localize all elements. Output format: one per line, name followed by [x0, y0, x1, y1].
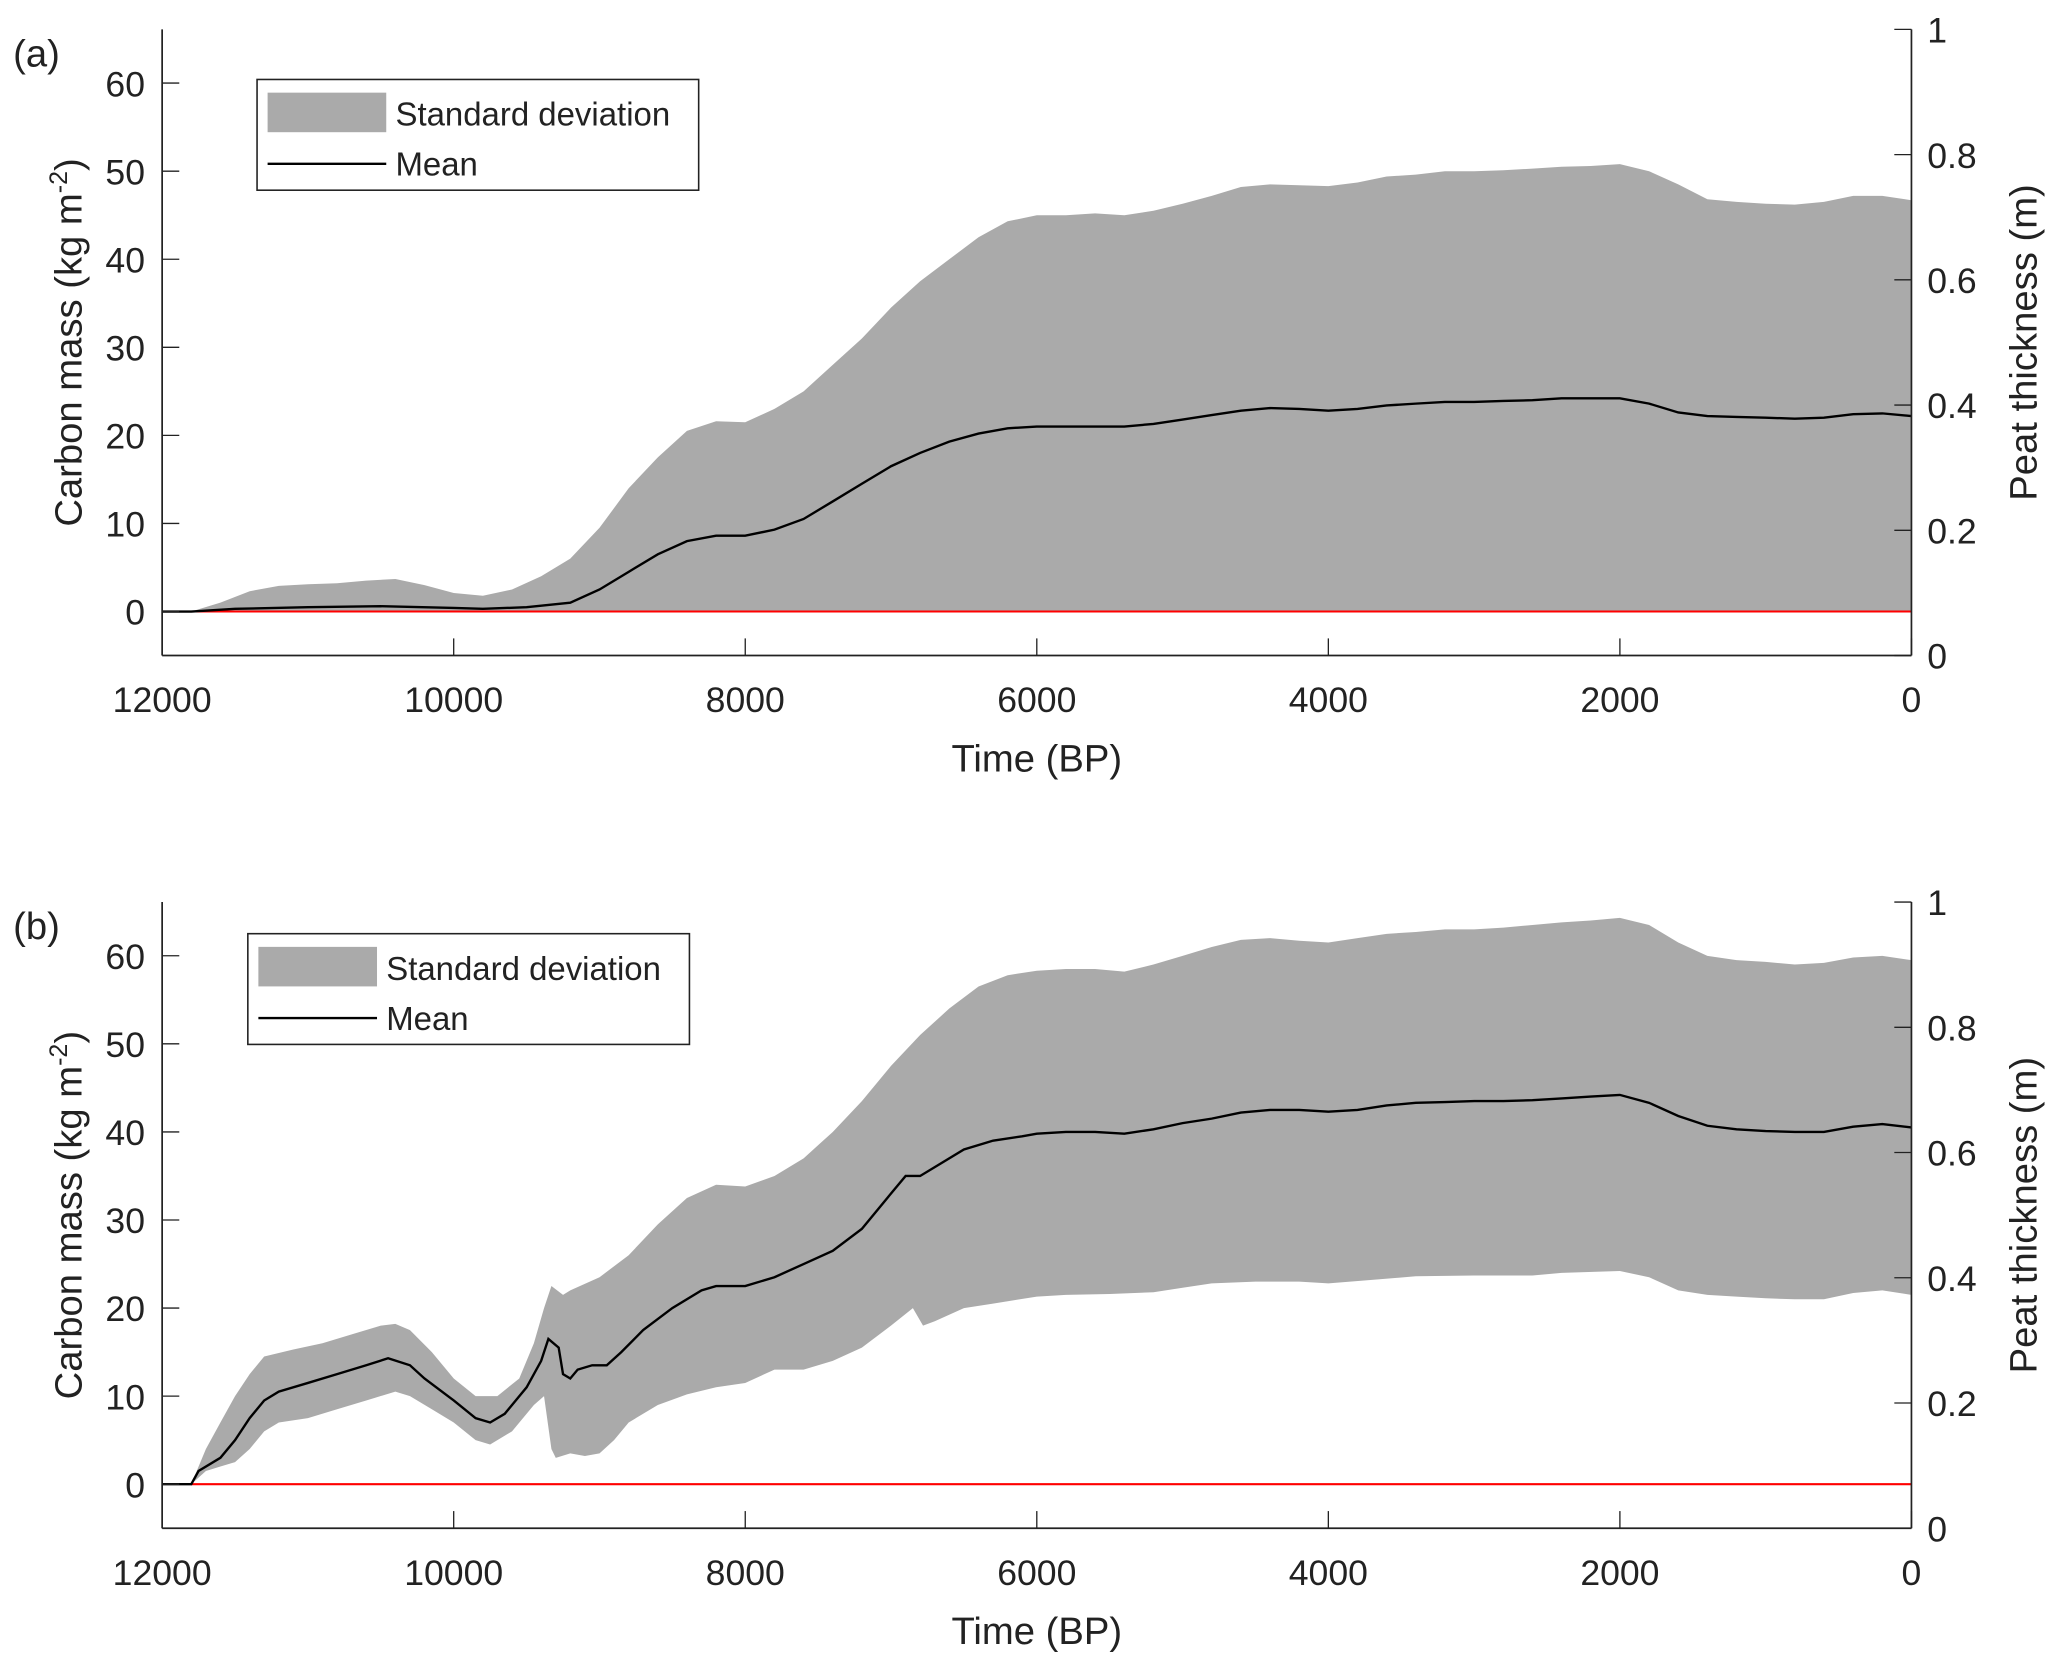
legend-label-std: Standard deviation	[395, 96, 670, 133]
x-tick-label: 10000	[404, 680, 503, 720]
x-tick-label: 8000	[706, 680, 785, 720]
mean-line	[162, 397, 1912, 613]
x-tick-label: 0	[1902, 1553, 1922, 1593]
legend: Standard deviation Mean	[256, 78, 700, 191]
y2-tick-label: 0.4	[1927, 1259, 1976, 1299]
y-tick-label: 60	[105, 937, 145, 977]
panel-label: (a)	[13, 32, 60, 75]
mean-line	[162, 1093, 1912, 1486]
x-tick-label: 2000	[1580, 680, 1659, 720]
y-tick-label: 10	[105, 505, 145, 545]
y-tick-label: 20	[105, 1289, 145, 1329]
y-tick-label: 10	[105, 1377, 145, 1417]
y-axis-title-superscript: -2	[45, 1044, 73, 1066]
y-axis-title: Carbon mass (kg m-2)	[45, 1031, 91, 1399]
y-tick-label: 0	[125, 1465, 145, 1505]
y-tick-label: 30	[105, 328, 145, 368]
legend: Standard deviation Mean	[247, 932, 691, 1046]
legend-swatch-std	[258, 946, 378, 987]
y2-axis-title: Peat thickness (m)	[2003, 1057, 2046, 1373]
y-tick-label: 20	[105, 417, 145, 457]
y2-tick-label: 0.4	[1927, 386, 1976, 426]
y-tick-label: 50	[105, 1025, 145, 1065]
x-tick-label: 12000	[113, 680, 212, 720]
y-axis-title-close: )	[48, 1031, 91, 1044]
y2-tick-label: 0.8	[1927, 136, 1976, 176]
x-tick-label: 6000	[997, 1553, 1076, 1593]
panel-label: (b)	[13, 905, 60, 948]
y2-tick-label: 0	[1927, 1509, 1947, 1549]
y2-tick-label: 0.2	[1927, 511, 1976, 551]
x-tick-label: 4000	[1289, 1553, 1368, 1593]
x-tick-label: 12000	[113, 1553, 212, 1593]
y-axis-title-text: Carbon mass (kg m	[48, 1066, 91, 1399]
y-tick-label: 50	[105, 152, 145, 192]
std-deviation-band	[162, 917, 1912, 1485]
legend-label-std: Standard deviation	[386, 950, 661, 987]
x-axis-title: Time (BP)	[952, 1610, 1123, 1653]
y-tick-label: 30	[105, 1201, 145, 1241]
x-axis-title: Time (BP)	[952, 738, 1123, 781]
y2-tick-label: 0.6	[1927, 1134, 1976, 1174]
y-tick-label: 0	[125, 593, 145, 633]
x-tick-label: 0	[1902, 680, 1922, 720]
y2-tick-label: 0.2	[1927, 1384, 1976, 1424]
std-deviation-band	[162, 164, 1912, 612]
y-tick-label: 40	[105, 1113, 145, 1153]
legend-label-mean: Mean	[395, 146, 477, 183]
y2-tick-label: 0.8	[1927, 1008, 1976, 1048]
y-tick-label: 60	[105, 64, 145, 104]
y-axis-title-superscript: -2	[45, 171, 73, 193]
x-tick-label: 4000	[1289, 680, 1368, 720]
y2-tick-label: 0.6	[1927, 261, 1976, 301]
y2-tick-label: 1	[1927, 883, 1947, 923]
y-axis-title-close: )	[48, 158, 91, 171]
x-tick-label: 10000	[404, 1553, 503, 1593]
panel-b: 12000 10000 8000 6000 4000 2000 00102030405060…	[13, 883, 2045, 1653]
x-tick-label: 8000	[706, 1553, 785, 1593]
y2-tick-label: 0	[1927, 637, 1947, 677]
y-tick-label: 40	[105, 240, 145, 280]
legend-swatch-std	[267, 92, 387, 133]
y2-axis-title: Peat thickness (m)	[2003, 184, 2046, 500]
x-tick-label: 6000	[997, 680, 1076, 720]
y2-tick-label: 1	[1927, 11, 1947, 51]
y-axis-title-text: Carbon mass (kg m	[48, 193, 91, 526]
legend-label-mean: Mean	[386, 1000, 468, 1037]
panel-a: 12000 10000 8000 6000 4000 2000 00102030405060…	[13, 11, 2045, 781]
y-axis-title: Carbon mass (kg m-2)	[45, 158, 91, 526]
x-tick-label: 2000	[1580, 1553, 1659, 1593]
